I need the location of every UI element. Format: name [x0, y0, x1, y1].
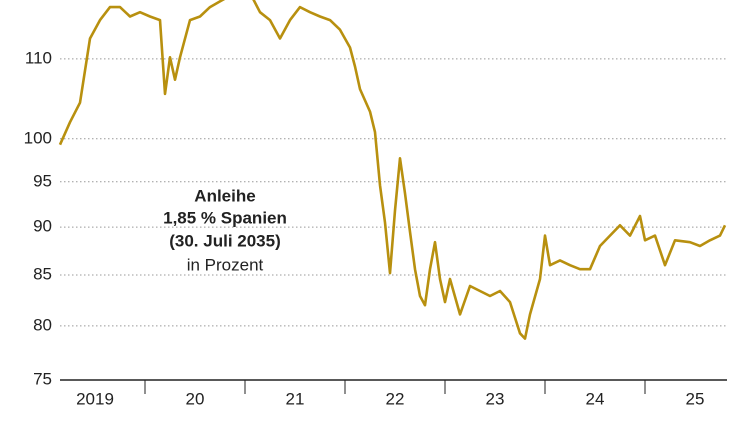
annotation: in Prozent — [187, 255, 264, 274]
annotation: 1,85 % Spanien — [163, 208, 287, 227]
x-tick-label: 22 — [386, 389, 405, 408]
line-series — [58, 0, 727, 340]
y-tick-label: 100 — [24, 128, 52, 147]
y-tick-label: 95 — [33, 171, 52, 190]
x-tick-label: 20 — [186, 389, 205, 408]
x-tick-label: 24 — [586, 389, 605, 408]
y-tick-label: 80 — [33, 315, 52, 334]
plot-area — [58, 0, 727, 340]
y-tick-label: 75 — [33, 369, 52, 388]
x-tick-label: 25 — [686, 389, 705, 408]
annotation: (30. Juli 2035) — [169, 231, 281, 250]
y-tick-label: 90 — [33, 217, 52, 236]
x-tick-label: 23 — [486, 389, 505, 408]
annotation: Anleihe — [194, 186, 255, 205]
grid — [60, 58, 727, 327]
x-tick-label: 2019 — [76, 389, 114, 408]
y-tick-label: 85 — [33, 265, 52, 284]
y-tick-label: 110 — [25, 48, 52, 67]
x-tick-label: 21 — [286, 389, 305, 408]
